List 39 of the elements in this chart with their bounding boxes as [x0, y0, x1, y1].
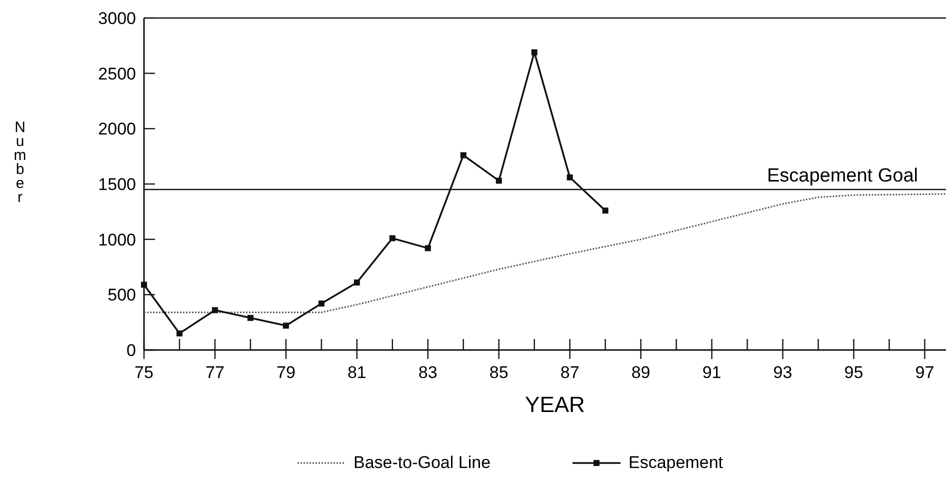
point [424, 245, 431, 252]
point [354, 279, 360, 286]
point [141, 282, 147, 288]
ref-line-label: Escapement Goal [766, 166, 918, 187]
point [176, 330, 182, 336]
x-tick-label: 93 [773, 363, 792, 382]
x-tick-label: 85 [489, 363, 508, 382]
y-tick-label: 1000 [98, 230, 136, 250]
y-tick-label: 1500 [98, 174, 136, 194]
x-axis-title: YEAR [525, 392, 585, 417]
point [212, 307, 218, 314]
line-series [143, 193, 947, 314]
x-tick-label: 89 [631, 363, 650, 382]
point [496, 178, 502, 184]
y-tick-label: 3000 [98, 8, 136, 28]
x-tick-label: 91 [702, 363, 722, 382]
y-tick-label: 2000 [98, 120, 136, 139]
point [318, 300, 324, 307]
point [602, 208, 608, 214]
x-tick-label: 87 [560, 363, 580, 382]
y-axis-title: Number [14, 119, 26, 206]
x-tick-label: 97 [915, 363, 934, 382]
point [389, 235, 396, 242]
point [247, 314, 254, 321]
x-tick-label: 79 [276, 363, 296, 382]
x-tick-label: 83 [418, 363, 438, 382]
point [531, 49, 538, 56]
y-tick-label: 2500 [98, 64, 136, 84]
y-tick-label: 0 [126, 340, 136, 360]
legend-label: Escapement [628, 453, 724, 472]
x-tick-label: 81 [347, 363, 366, 382]
y-tick-label: 500 [108, 286, 136, 305]
point [282, 322, 289, 329]
x-tick-label: 77 [206, 363, 224, 382]
x-tick-label: 95 [844, 363, 864, 382]
point [566, 174, 573, 180]
legend-label: Base-to-Goal Line [354, 453, 491, 472]
point [460, 152, 466, 158]
x-tick-label: 75 [134, 363, 154, 382]
